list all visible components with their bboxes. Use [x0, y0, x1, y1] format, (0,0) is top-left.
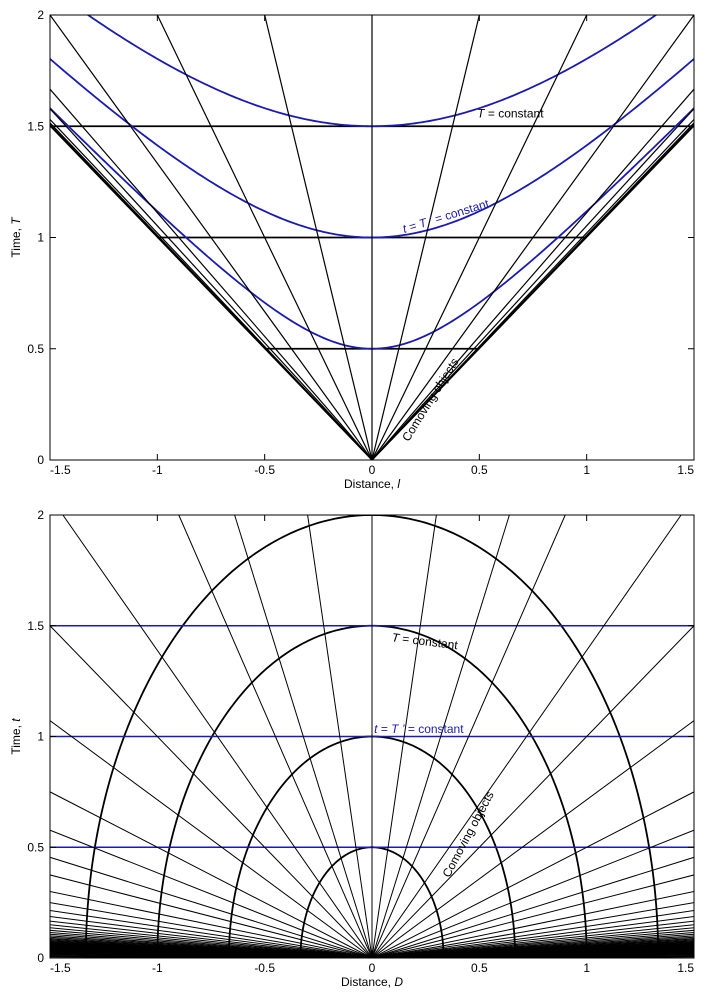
comoving-worldline [264, 15, 373, 460]
comoving-worldline [371, 15, 480, 460]
y-axis-label: Time, T [9, 216, 23, 258]
comoving-worldline [371, 856, 694, 958]
annotation-label: Comoving objects [440, 789, 497, 880]
x-axis-label: Distance, l [344, 477, 400, 491]
comoving-worldline [371, 107, 694, 460]
y-tick-label: 0 [37, 453, 44, 467]
comoving-worldline [371, 874, 694, 958]
top-chart: -1.5 -1 -0.5 0 0.5 1 1.5 0 0.5 1 1.5 2 Distance, l Ti… [9, 8, 695, 491]
comoving-worldline [50, 15, 373, 460]
y-tick-label: 1.5 [27, 119, 44, 133]
y-tick-label: 2 [37, 8, 44, 22]
comoving-worldline [307, 515, 373, 958]
x-tick-label: -1.5 [50, 961, 71, 975]
comoving-worldline [371, 515, 510, 958]
x-tick-label: 1 [583, 463, 590, 477]
comoving-worldline [62, 515, 373, 958]
comoving-worldline [371, 15, 588, 460]
comoving-worldline [50, 874, 373, 958]
comoving-worldline [50, 125, 373, 460]
x-tick-label: 0 [369, 463, 376, 477]
plot-area [50, 515, 694, 958]
comoving-worldline [371, 88, 694, 460]
x-tick-label: 1 [583, 961, 590, 975]
x-tick-label: 0 [369, 961, 376, 975]
y-axis-label: Time, t [9, 718, 23, 755]
x-tick-label: -1 [152, 961, 163, 975]
comoving-worldline [371, 791, 694, 958]
comoving-worldline [371, 515, 566, 958]
comoving-worldline [50, 107, 373, 460]
y-tick-label: 1.5 [27, 619, 44, 633]
annotation-label: T = constant [391, 630, 459, 652]
annotation-label: T = constant [477, 106, 544, 120]
x-tick-label: 0.5 [471, 961, 488, 975]
annotation-label: Comoving objects [399, 355, 461, 443]
x-axis-label: Distance, D [341, 975, 403, 989]
comoving-worldline [50, 856, 373, 958]
y-tick-label: 1 [37, 231, 44, 245]
bottom-chart: -1.5 -1 -0.5 0 0.5 1 1.5 0 0.5 1 1.5 2 Distance, D Ti… [9, 508, 695, 989]
comoving-worldline [178, 515, 373, 958]
comoving-worldline [371, 125, 694, 460]
x-tick-label: 1.5 [677, 463, 694, 477]
comoving-worldline [371, 829, 694, 958]
x-tick-label: -1.5 [50, 463, 71, 477]
y-tick-label: 1 [37, 730, 44, 744]
annotation-label: t = T ’ = constant [401, 196, 491, 236]
x-tick-label: 1.5 [677, 961, 694, 975]
x-tick-label: 0.5 [471, 463, 488, 477]
x-tick-label: -0.5 [254, 463, 275, 477]
comoving-worldline [371, 625, 694, 958]
y-tick-label: 0.5 [27, 840, 44, 854]
comoving-worldline [371, 515, 437, 958]
comoving-worldline [156, 15, 373, 460]
x-tick-label: -0.5 [254, 961, 275, 975]
comoving-worldline [50, 720, 373, 958]
comoving-worldline [234, 515, 373, 958]
comoving-worldline [371, 515, 682, 958]
y-tick-label: 2 [37, 508, 44, 522]
comoving-worldline [371, 720, 694, 958]
comoving-worldline [50, 791, 373, 958]
x-tick-label: -1 [152, 463, 163, 477]
comoving-worldline [50, 829, 373, 958]
comoving-worldline [371, 15, 694, 460]
y-tick-label: 0.5 [27, 342, 44, 356]
annotation-label: t = T ’ = constant [374, 722, 464, 736]
y-tick-label: 0 [37, 951, 44, 965]
plot-area [50, 15, 694, 460]
comoving-worldline [50, 625, 373, 958]
